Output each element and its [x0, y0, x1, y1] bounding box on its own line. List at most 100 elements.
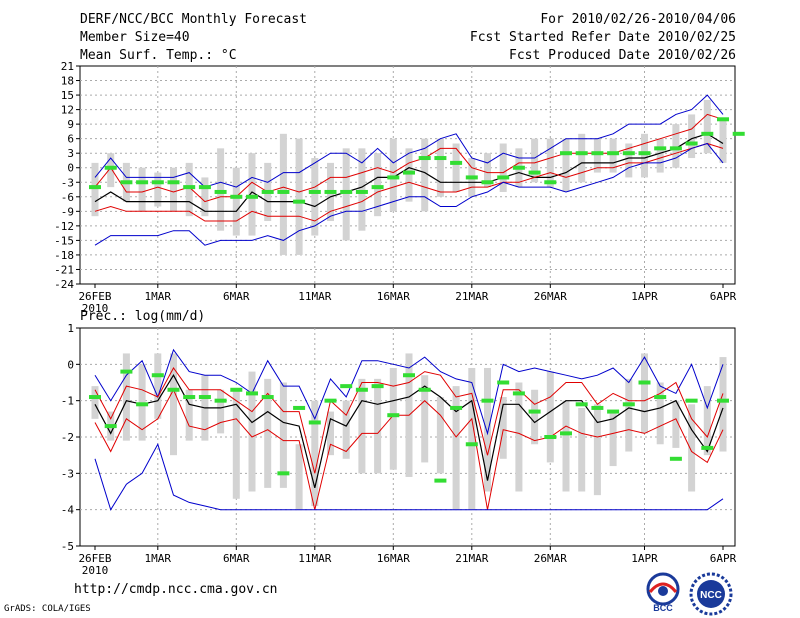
temp-spread-box [531, 138, 539, 183]
temp-min-line [94, 142, 724, 246]
temp-spread-box [578, 133, 586, 183]
prec-observed-mark [324, 398, 337, 403]
prec-observed-mark [151, 373, 164, 378]
prec-observed-mark [277, 471, 290, 476]
prec-panel: -5 -4 -3 -2 -1 0 1 26FEB 2010 1MAR 6MAR 11MAR 16MAR 2… [61, 322, 737, 577]
ncc-logo-text: NCC [700, 590, 722, 601]
prec-x-tick-label: 6APR [710, 552, 737, 565]
temp-observed-mark [418, 156, 431, 161]
temp-spread-box [405, 148, 413, 202]
temp-y-tick-label: 21 [61, 60, 74, 73]
temp-y-tick-label: 9 [67, 118, 74, 131]
temp-spread-box [719, 119, 727, 163]
prec-spread-box [468, 367, 476, 510]
temp-spread-box [562, 138, 570, 192]
prec-spread-box [327, 411, 334, 456]
temp-observed-mark [528, 170, 541, 175]
prec-observed-mark [198, 395, 211, 400]
temp-observed-mark [261, 189, 274, 194]
temp-x-tick-label: 11MAR [298, 290, 331, 303]
prec-observed-mark [717, 398, 729, 403]
prec-observed-mark [355, 387, 368, 392]
temp-observed-mark [591, 151, 604, 156]
temp-observed-mark [355, 189, 368, 194]
chart-title: DERF/NCC/BCC Monthly Forecast [80, 12, 307, 27]
temp-x-tick-label: 26MAR [534, 290, 567, 303]
prec-x-tick-label: 1MAR [145, 552, 172, 565]
prec-spread-box [122, 353, 130, 441]
temp-observed-mark [654, 146, 667, 151]
prec-observed-mark [701, 445, 714, 450]
prec-y-tick-label: -5 [61, 540, 74, 553]
prec-spread-box [248, 371, 256, 492]
prec-observed-mark [387, 413, 400, 418]
source-url[interactable]: http://cmdp.ncc.cma.gov.cn [74, 582, 278, 597]
temp-spread-box [593, 138, 601, 173]
temp-spread-box [656, 138, 664, 173]
temp-spread-box [138, 167, 146, 212]
temp-observed-mark [324, 189, 337, 194]
temp-spread-box [703, 99, 711, 154]
temp-observed-mark [481, 180, 494, 185]
temp-spread-box [641, 133, 648, 178]
temp-plot-frame [79, 65, 736, 285]
prec-observed-mark [230, 387, 243, 392]
prec-spread-box [515, 382, 523, 492]
prec-y-tick-label: -3 [61, 467, 74, 480]
temp-spread-box [625, 143, 633, 178]
prec-observed-mark [638, 380, 651, 385]
temp-spread-box [484, 153, 491, 188]
temp-x-tick-label: 1APR [631, 290, 658, 303]
member-size: Member Size=40 [80, 30, 190, 45]
prec-spread-box [389, 367, 397, 470]
temp-observed-mark [669, 146, 682, 151]
temp-spread-box [201, 177, 209, 217]
prec-observed-mark [497, 380, 510, 385]
temp-observed-mark [732, 131, 745, 136]
ncc-logo: NCC [689, 572, 733, 616]
prec-observed-mark [167, 387, 180, 392]
temp-observed-mark [230, 194, 243, 199]
prec-x-tick-label: 16MAR [377, 552, 410, 565]
prec-observed-mark [607, 409, 620, 414]
temp-observed-mark [544, 180, 557, 185]
temp-spread-box [311, 158, 319, 236]
temp-spread-box [374, 153, 382, 217]
prec-spread-box [279, 382, 287, 488]
prec-x-tick-label: 1APR [631, 552, 658, 565]
temp-observed-mark [120, 180, 133, 185]
temp-y-tick-label: -12 [54, 220, 74, 233]
prec-max-line [94, 348, 724, 436]
prec-observed-mark [544, 435, 557, 439]
precip-variable-label: Prec.: log(mm/d) [80, 309, 206, 324]
temp-observed-mark [465, 175, 478, 180]
temp-spread-box [546, 138, 554, 188]
prec-spread-box [625, 378, 633, 452]
temp-observed-mark [512, 165, 525, 170]
temp-observed-mark [450, 160, 463, 165]
prec-spread-box [719, 357, 727, 452]
temp-spread-box [358, 148, 366, 231]
temp-y-tick-label: 0 [67, 162, 74, 175]
prec-observed-mark [246, 391, 258, 396]
temp-spread-box [248, 153, 256, 236]
prec-spread-box [656, 382, 664, 445]
prec-p10-line [94, 388, 724, 510]
forecast-start-date: Fcst Started Refer Date 2010/02/25 [469, 30, 736, 45]
prec-observed-mark [622, 402, 635, 407]
temp-y-tick-label: 3 [67, 147, 74, 160]
temp-observed-mark [340, 189, 353, 194]
temp-spread-box [452, 143, 460, 192]
prec-spread-box [342, 400, 350, 459]
prec-y-tick-label: -1 [61, 395, 74, 408]
temp-observed-mark [607, 151, 620, 156]
prec-y-tick-label: -2 [61, 431, 74, 444]
temp-observed-mark [371, 185, 384, 190]
temp-spread-box [688, 114, 696, 159]
prec-observed-mark [214, 398, 227, 403]
prec-observed-mark [293, 405, 306, 410]
grads-credit: GrADS: COLA/IGES [4, 604, 91, 614]
temp-spread-box [609, 138, 617, 173]
